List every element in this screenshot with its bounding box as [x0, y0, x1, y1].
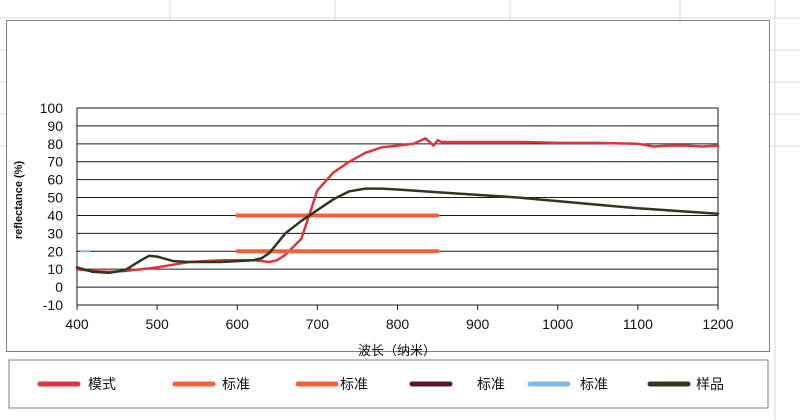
legend-box: [8, 359, 769, 409]
y-tick-label: 70: [47, 154, 63, 170]
legend-label: 模式: [88, 376, 116, 392]
y-tick-label: 20: [47, 243, 63, 259]
y-tick-label: -10: [43, 297, 63, 313]
x-tick-label: 900: [466, 316, 490, 332]
x-tick-label: 400: [65, 316, 89, 332]
legend: 模式 标准 标准 标准 标准 样品: [8, 359, 769, 409]
y-axis-title: reflectance (%): [13, 161, 25, 240]
y-tick-label: 30: [47, 225, 63, 241]
y-tick-label: 80: [47, 136, 63, 152]
x-tick-label: 600: [226, 316, 250, 332]
y-tick-label: 50: [47, 190, 63, 206]
chart-frame: [6, 20, 770, 352]
x-tick-label: 1200: [702, 316, 733, 332]
x-tick-label: 1000: [542, 316, 573, 332]
x-axis-title: 波长（纳米）: [358, 343, 436, 358]
legend-label: 标准: [477, 376, 505, 392]
y-tick-label: 90: [47, 118, 63, 134]
legend-label: 标准: [340, 376, 368, 392]
legend-label: 标准: [222, 376, 250, 392]
legend-label: 标准: [580, 376, 608, 392]
legend-label: 样品: [696, 376, 724, 392]
x-tick-label: 800: [386, 316, 410, 332]
y-tick-label: 10: [47, 261, 63, 277]
y-tick-label: 0: [55, 279, 63, 295]
x-tick-label: 700: [306, 316, 330, 332]
series-line-6: [75, 187, 720, 275]
y-tick-label: 40: [47, 207, 63, 223]
x-tick-label: 1100: [623, 316, 653, 332]
x-tick-label: 500: [145, 316, 169, 332]
y-tick-label: 60: [47, 172, 63, 188]
y-tick-label: 100: [40, 100, 64, 116]
